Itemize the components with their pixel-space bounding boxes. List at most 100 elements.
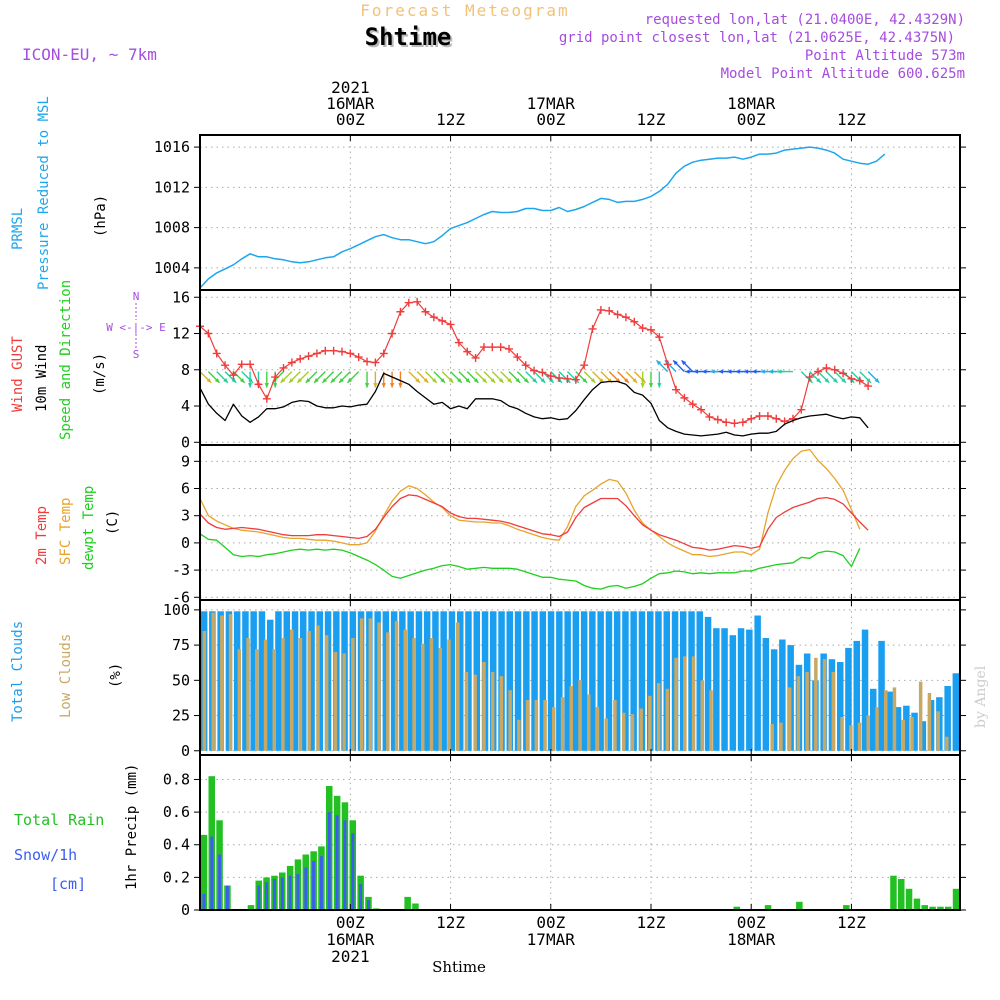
wind-gust-marker (839, 369, 848, 378)
wind-arrow-head (760, 369, 765, 374)
low-cloud-bar (464, 671, 469, 751)
rain-bar (733, 906, 740, 910)
wind-ytick-label: 4 (181, 397, 190, 415)
wind-arrow-head (364, 383, 370, 388)
low-cloud-bar (892, 687, 897, 751)
wind-gust-marker (212, 349, 221, 358)
total-cloud-bar (605, 611, 613, 751)
total-cloud-bar (233, 611, 241, 751)
wind-gust-marker (287, 358, 296, 367)
wind-gust-marker (304, 352, 313, 361)
wind-10m-line (199, 372, 869, 437)
total-cloud-bar (737, 628, 745, 751)
low-cloud-bar (560, 697, 565, 751)
total-cloud-bar (242, 611, 249, 751)
axis-layer: 10041008101210160481216-6-30369025507510… (154, 78, 966, 966)
bottom-time-label: 2021 (331, 947, 370, 966)
wind-arrow-head (841, 378, 846, 383)
low-cloud-bar (255, 649, 259, 751)
requested-coords: requested lon,lat (21.0400E, 42.4329N) (645, 12, 965, 28)
total-cloud-bar (448, 611, 456, 751)
bottom-time-label: 00Z (336, 913, 365, 932)
wind-gust-marker (747, 414, 756, 423)
total-cloud-bar (870, 688, 877, 751)
wind-gust-marker (496, 343, 505, 352)
wind-arrow-head (448, 378, 454, 383)
wind-gust-marker (530, 366, 539, 375)
wind-arrow-head (482, 378, 487, 383)
low-cloud-bar (342, 653, 346, 751)
low-cloud-bar (796, 676, 801, 751)
top-time-label: 12Z (637, 110, 666, 129)
total-cloud-bar (316, 611, 323, 751)
low-cloud-bar (665, 688, 670, 751)
total-cloud-bar (638, 611, 646, 751)
total-cloud-bar (382, 611, 390, 751)
total-cloud-bar (886, 691, 893, 751)
snow-bar (288, 875, 292, 910)
wind-gust-marker (421, 307, 430, 316)
prmsl-line (199, 146, 886, 289)
low-cloud-bar (534, 700, 539, 751)
wind-gust-marker (279, 363, 288, 372)
low-cloud-bar (368, 618, 373, 751)
frame-layer (199, 134, 961, 911)
snow-bar (218, 854, 222, 910)
wind-arrow-head (457, 378, 462, 383)
wind-arrow-head (264, 383, 269, 388)
wind-gust-marker (229, 371, 238, 380)
low-cloud-bar (770, 724, 774, 751)
top-time-label: 2021 (331, 78, 370, 97)
wind-arrow-head (673, 360, 678, 366)
compass-west-east: W <-|-> E (106, 321, 166, 334)
wind-arrow-head (289, 378, 294, 383)
wind-arrow-head (339, 378, 344, 383)
wind-gust-marker (379, 349, 388, 358)
wind-arrow-head (743, 369, 749, 374)
low-cloud-bar (298, 638, 303, 751)
low-cloud-bar (456, 622, 460, 751)
wind-arrow-head (305, 378, 311, 383)
legend-wind-unit: (m/s) (92, 353, 108, 395)
grid-layer (200, 135, 960, 911)
snow-bar (351, 833, 355, 910)
top-time-label: 16MAR (326, 94, 375, 113)
wind-gust-marker (580, 361, 589, 370)
wind-arrow-head (280, 378, 286, 383)
wind-gust-marker (271, 373, 280, 382)
temperature-ytick-label: 0 (181, 534, 190, 552)
wind-gust-marker (521, 361, 530, 370)
low-cloud-bar (377, 622, 381, 751)
total-cloud-bar (779, 639, 786, 751)
legend-temp-unit: (C) (105, 510, 121, 535)
wind-arrow-head (874, 378, 880, 383)
low-cloud-bar (447, 639, 451, 751)
bottom-time-label: 12Z (837, 913, 866, 932)
wind-arrow-head (824, 378, 830, 383)
bottom-time-label: 16MAR (326, 930, 375, 949)
wind-arrow-head (701, 369, 707, 374)
low-cloud-bar (805, 671, 809, 751)
wind-gust-marker (246, 360, 255, 369)
wind-arrow-head (322, 378, 328, 383)
total-cloud-bar (952, 673, 960, 751)
total-cloud-bar (713, 628, 720, 751)
wind-gust-marker (329, 346, 338, 355)
rain-bar (913, 898, 921, 910)
total-cloud-bar (770, 649, 778, 751)
total-cloud-bar (572, 611, 580, 751)
wind-arrow-head (398, 383, 403, 388)
pressure-ytick-label: 1012 (154, 178, 190, 196)
rain-bar (905, 888, 913, 910)
wind-arrow-head (440, 378, 445, 383)
rain-bar (796, 901, 803, 910)
watermark: by Angel (973, 665, 989, 728)
low-cloud-bar (421, 643, 425, 751)
total-cloud-bar (539, 611, 547, 751)
wind-gust-marker (546, 372, 555, 381)
wind-ytick-label: 16 (172, 288, 190, 306)
wind-arrow-head (498, 378, 504, 383)
low-cloud-bar (822, 659, 827, 751)
wind-gust-marker (221, 361, 230, 370)
